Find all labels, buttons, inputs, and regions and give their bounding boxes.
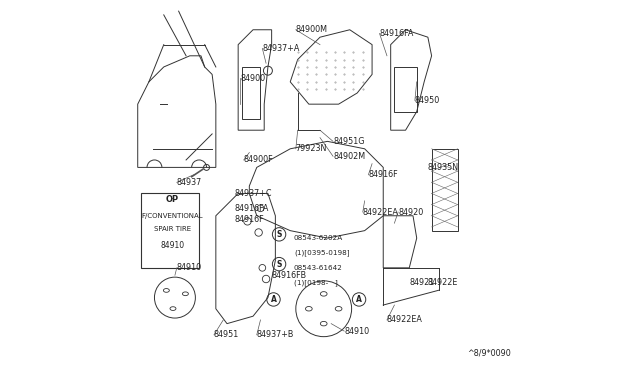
Text: 84916F: 84916F xyxy=(234,215,264,224)
Text: A: A xyxy=(271,295,276,304)
Text: 08543-61642: 08543-61642 xyxy=(294,265,343,271)
Text: 84910: 84910 xyxy=(160,241,184,250)
Text: 84900F: 84900F xyxy=(244,155,273,164)
Text: (1)[0198-   ]: (1)[0198- ] xyxy=(294,279,338,286)
Text: 84921: 84921 xyxy=(410,278,435,287)
Text: 84900M: 84900M xyxy=(296,25,328,34)
Text: 84900: 84900 xyxy=(240,74,265,83)
Text: 08543-6202A: 08543-6202A xyxy=(294,235,343,241)
Bar xyxy=(141,193,199,268)
Text: 84902M: 84902M xyxy=(333,152,365,161)
Text: 84951: 84951 xyxy=(214,330,239,339)
Text: S: S xyxy=(276,260,282,269)
Text: 84916FA: 84916FA xyxy=(380,29,414,38)
Text: OP: OP xyxy=(166,195,179,203)
Text: 84951G: 84951G xyxy=(333,137,365,146)
Text: 84916F: 84916F xyxy=(369,170,398,179)
Text: F/CONVENTIONAL: F/CONVENTIONAL xyxy=(141,213,203,219)
Text: 84937+B: 84937+B xyxy=(257,330,294,339)
Text: 84937+C: 84937+C xyxy=(234,189,272,198)
Text: 84916FA: 84916FA xyxy=(234,204,269,213)
Text: 84910: 84910 xyxy=(177,263,202,272)
Text: 84910: 84910 xyxy=(344,327,369,336)
Text: 84922E: 84922E xyxy=(428,278,458,287)
Text: SPAIR TIRE: SPAIR TIRE xyxy=(154,226,191,232)
Text: 84937: 84937 xyxy=(177,178,202,187)
Text: ^8/9*0090: ^8/9*0090 xyxy=(467,349,511,358)
Text: A: A xyxy=(356,295,362,304)
Text: 84920: 84920 xyxy=(398,208,424,217)
Text: 84916FB: 84916FB xyxy=(271,271,307,280)
Text: (1)[0395-0198]: (1)[0395-0198] xyxy=(294,250,349,256)
Text: 79923N: 79923N xyxy=(296,144,327,153)
Text: 84935N: 84935N xyxy=(428,163,459,172)
Text: 84922EA: 84922EA xyxy=(387,315,423,324)
Text: S: S xyxy=(276,230,282,239)
Text: 84950: 84950 xyxy=(415,96,440,105)
Text: 84922EA: 84922EA xyxy=(363,208,399,217)
Text: 84937+A: 84937+A xyxy=(262,44,300,53)
